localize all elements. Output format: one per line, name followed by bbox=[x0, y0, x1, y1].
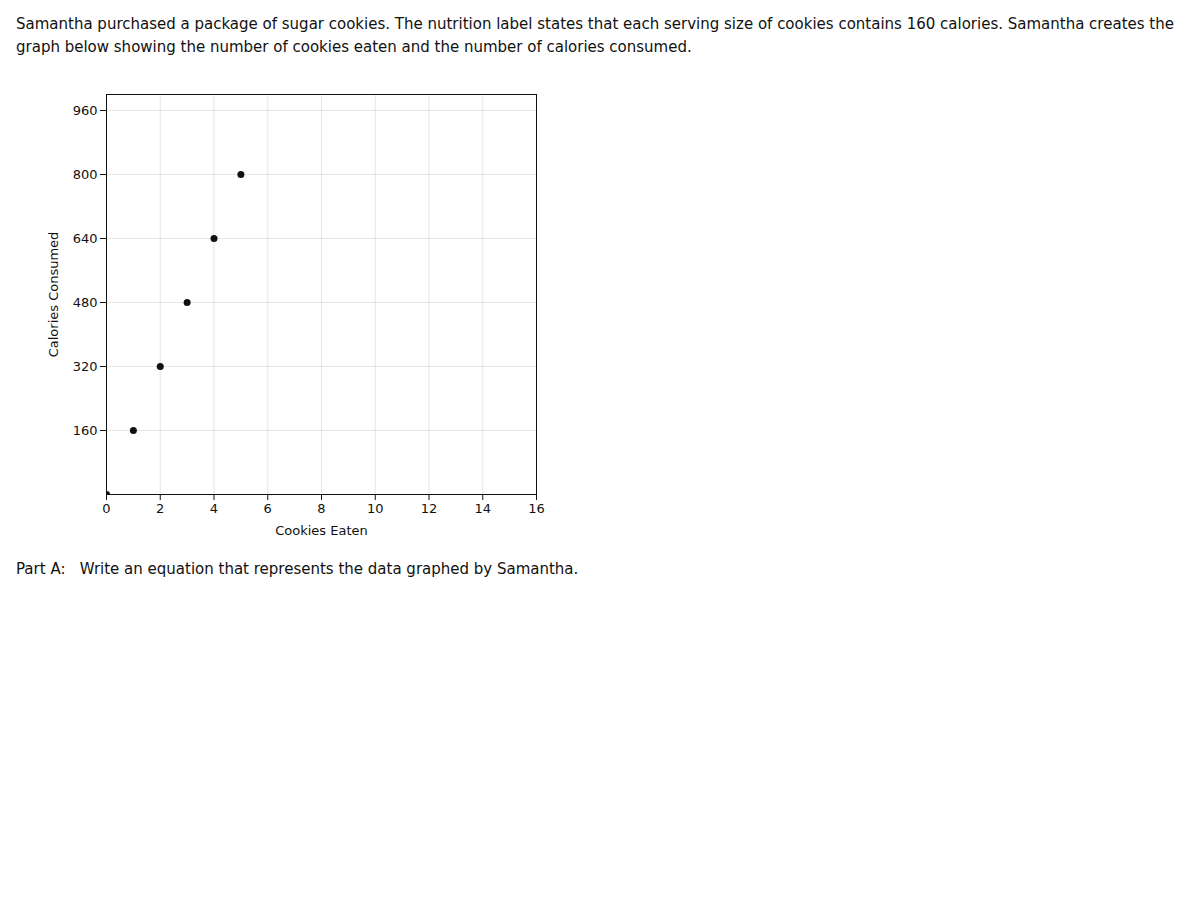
html-text:graph below showing the number: graph below showing the number of cookie… bbox=[16, 38, 692, 56]
svg-text:16: 16 bbox=[528, 501, 545, 516]
svg-text:640: 640 bbox=[73, 231, 98, 246]
svg-text:8: 8 bbox=[317, 501, 325, 516]
svg-text:4: 4 bbox=[210, 501, 218, 516]
svg-text:10: 10 bbox=[367, 501, 384, 516]
svg-text:960: 960 bbox=[73, 103, 98, 118]
svg-text:14: 14 bbox=[474, 501, 491, 516]
svg-text:320: 320 bbox=[73, 359, 98, 374]
html-text:Samantha purchased a package o: Samantha purchased a package of sugar co… bbox=[16, 15, 1174, 33]
html-text:Part A: Write an equation that: Part A: Write an equation that represent… bbox=[16, 560, 579, 578]
svg-text:160: 160 bbox=[73, 423, 98, 438]
svg-text:480: 480 bbox=[73, 295, 98, 310]
svg-text:12: 12 bbox=[421, 501, 438, 516]
svg-text:0: 0 bbox=[102, 501, 110, 516]
svg-text:2: 2 bbox=[156, 501, 164, 516]
svg-text:6: 6 bbox=[264, 501, 272, 516]
svg-text:Calories Consumed: Calories Consumed bbox=[46, 232, 61, 358]
svg-text:Cookies Eaten: Cookies Eaten bbox=[275, 523, 368, 538]
svg-text:800: 800 bbox=[73, 167, 98, 182]
